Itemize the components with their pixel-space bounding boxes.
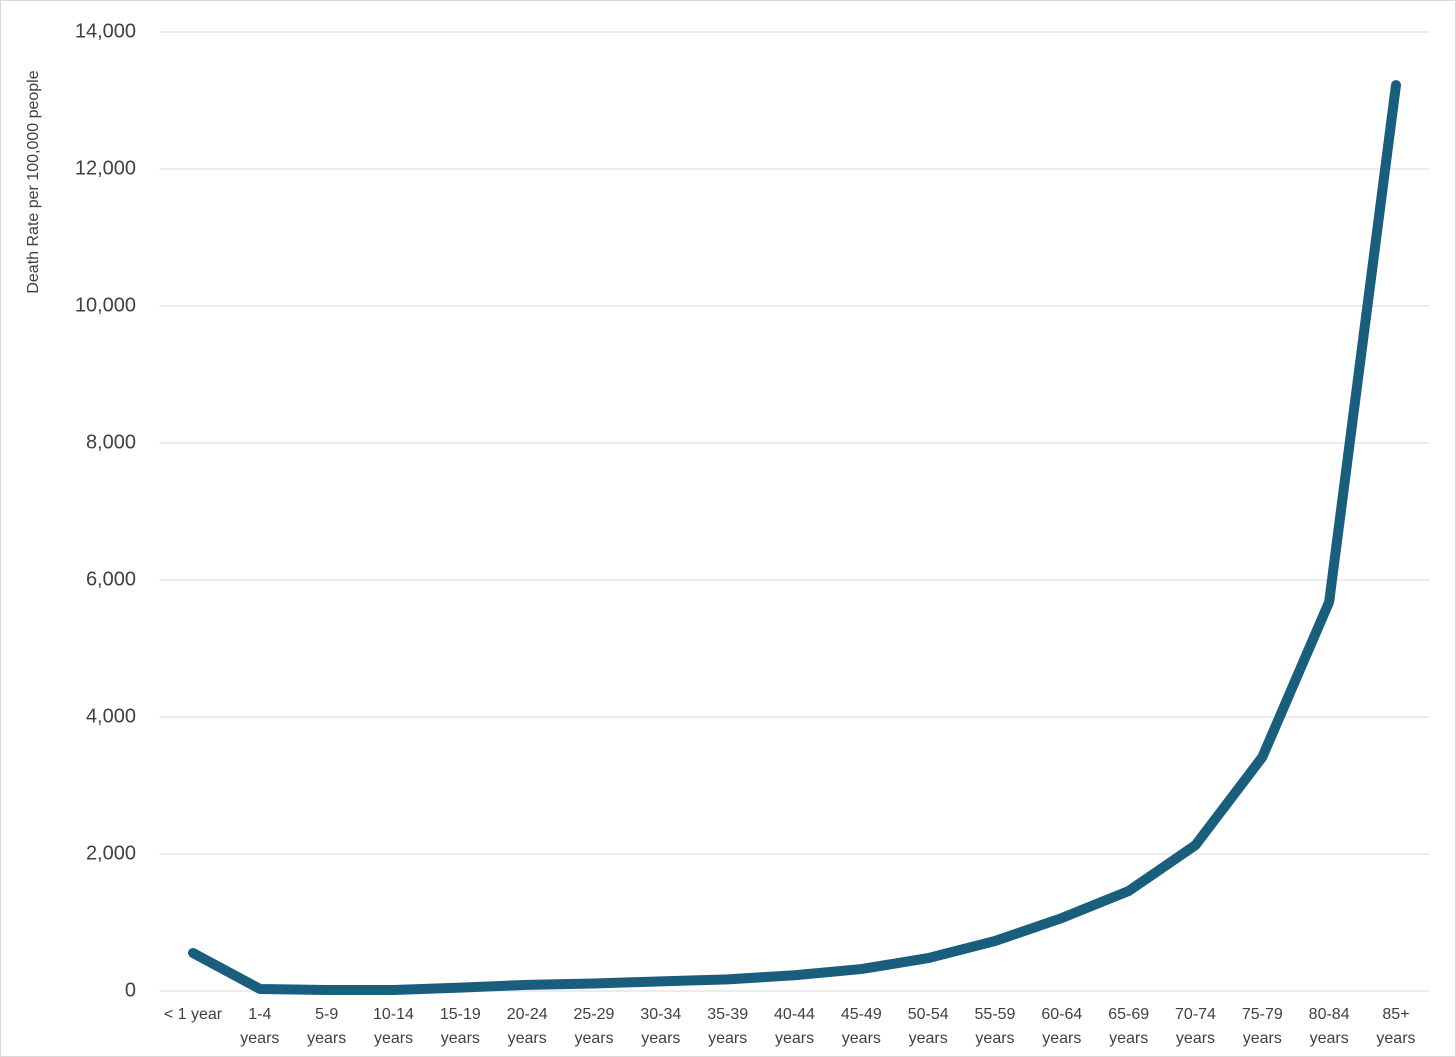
y-tick-label: 2,000: [86, 842, 136, 864]
y-tick-label: 0: [125, 979, 136, 1001]
x-tick-label: 60-64 years: [1041, 1006, 1083, 1047]
x-tick-label: 5-9 years: [307, 1006, 347, 1047]
x-tick-label: 10-14 years: [373, 1006, 414, 1047]
x-tick-label: 65-69 years: [1108, 1006, 1150, 1047]
x-tick-label: 40-44 years: [774, 1006, 815, 1047]
x-tick-label: 85+ years: [1376, 1006, 1416, 1047]
y-tick-label: 14,000: [75, 20, 136, 42]
data-line: [188, 80, 1401, 996]
y-axis-label: Death Rate per 100,000 people: [25, 70, 42, 293]
x-tick-label: 55-59 years: [974, 1006, 1016, 1047]
x-tick-label: 20-24 years: [506, 1006, 548, 1047]
y-tick-label: 4,000: [86, 705, 136, 727]
y-tick-label: 12,000: [75, 157, 136, 179]
x-tick-label: 15-19 years: [439, 1006, 481, 1047]
x-tick-label: 45-49 years: [840, 1006, 882, 1047]
x-tick-label: 25-29 years: [573, 1006, 615, 1047]
y-tick-label: 6,000: [86, 568, 136, 590]
x-tick-label: 1-4 years: [240, 1006, 280, 1047]
y-tick-label: 10,000: [75, 294, 136, 316]
x-tick-label: < 1 year: [163, 1006, 223, 1023]
x-tick-label: 75-79 years: [1241, 1006, 1283, 1047]
x-tick-label: 30-34 years: [640, 1006, 682, 1047]
x-tick-label: 35-39 years: [707, 1006, 749, 1047]
x-tick-label: 80-84 years: [1308, 1006, 1350, 1047]
x-tick-label: 50-54 years: [907, 1006, 949, 1047]
x-tick-label: 70-74 years: [1175, 1006, 1216, 1047]
y-tick-label: 8,000: [86, 431, 136, 453]
